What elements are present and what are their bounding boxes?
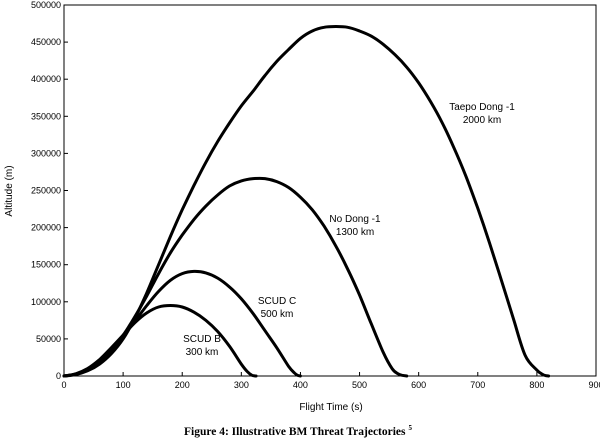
figure-caption: Figure 4: Illustrative BM Threat Traject… [184,424,413,438]
y-tick-label: 150000 [31,260,61,270]
x-tick-label: 300 [234,380,249,390]
series-label-taepo-dong-1-range: 2000 km [463,115,501,126]
x-tick-label: 900 [588,380,600,390]
tick-labels: 0 100 200 300 400 500 600 700 800 900 0 50000 100000… [31,0,600,390]
axes [63,4,597,377]
series-label-scud-c-name: SCUD C [258,296,296,307]
x-tick-label: 400 [293,380,308,390]
x-tick-label: 0 [61,380,66,390]
y-tick-label: 50000 [36,334,61,344]
figure-caption-footnote: 5 [409,424,413,432]
plot-frame [63,4,597,377]
y-tick-label: 100000 [31,297,61,307]
figure-caption-text: Figure 4: Illustrative BM Threat Traject… [184,426,406,438]
x-tick-label: 500 [352,380,367,390]
x-tick-label: 100 [116,380,131,390]
series-label-no-dong-1-name: No Dong -1 [329,214,381,225]
y-axis-title: Altitude (m) [4,165,15,216]
series-label-scud-b-name: SCUD B [183,334,221,345]
y-tick-label: 0 [56,371,61,381]
y-tick-label: 200000 [31,223,61,233]
series-annotations: SCUD B 300 km SCUD C 500 km No Dong -1 1300 k… [183,102,515,358]
trajectory-curves [62,25,551,378]
y-tick-label: 300000 [31,148,61,158]
series-label-no-dong-1-range: 1300 km [336,227,374,238]
y-tick-label: 450000 [31,37,61,47]
y-tick-label: 250000 [31,186,61,196]
trajectory-taepo-dong-1 [62,25,551,378]
x-tick-label: 200 [175,380,190,390]
y-tick-label: 350000 [31,111,61,121]
series-label-scud-b-range: 300 km [186,347,219,358]
x-tick-label: 800 [529,380,544,390]
y-tick-label: 500000 [31,0,61,10]
series-label-taepo-dong-1-name: Taepo Dong -1 [449,102,515,113]
x-tick-label: 700 [470,380,485,390]
y-tick-label: 400000 [31,74,61,84]
series-label-scud-c-range: 500 km [261,309,294,320]
x-axis-title: Flight Time (s) [299,402,362,413]
x-tick-label: 600 [411,380,426,390]
trajectory-no-dong-1 [62,176,409,378]
